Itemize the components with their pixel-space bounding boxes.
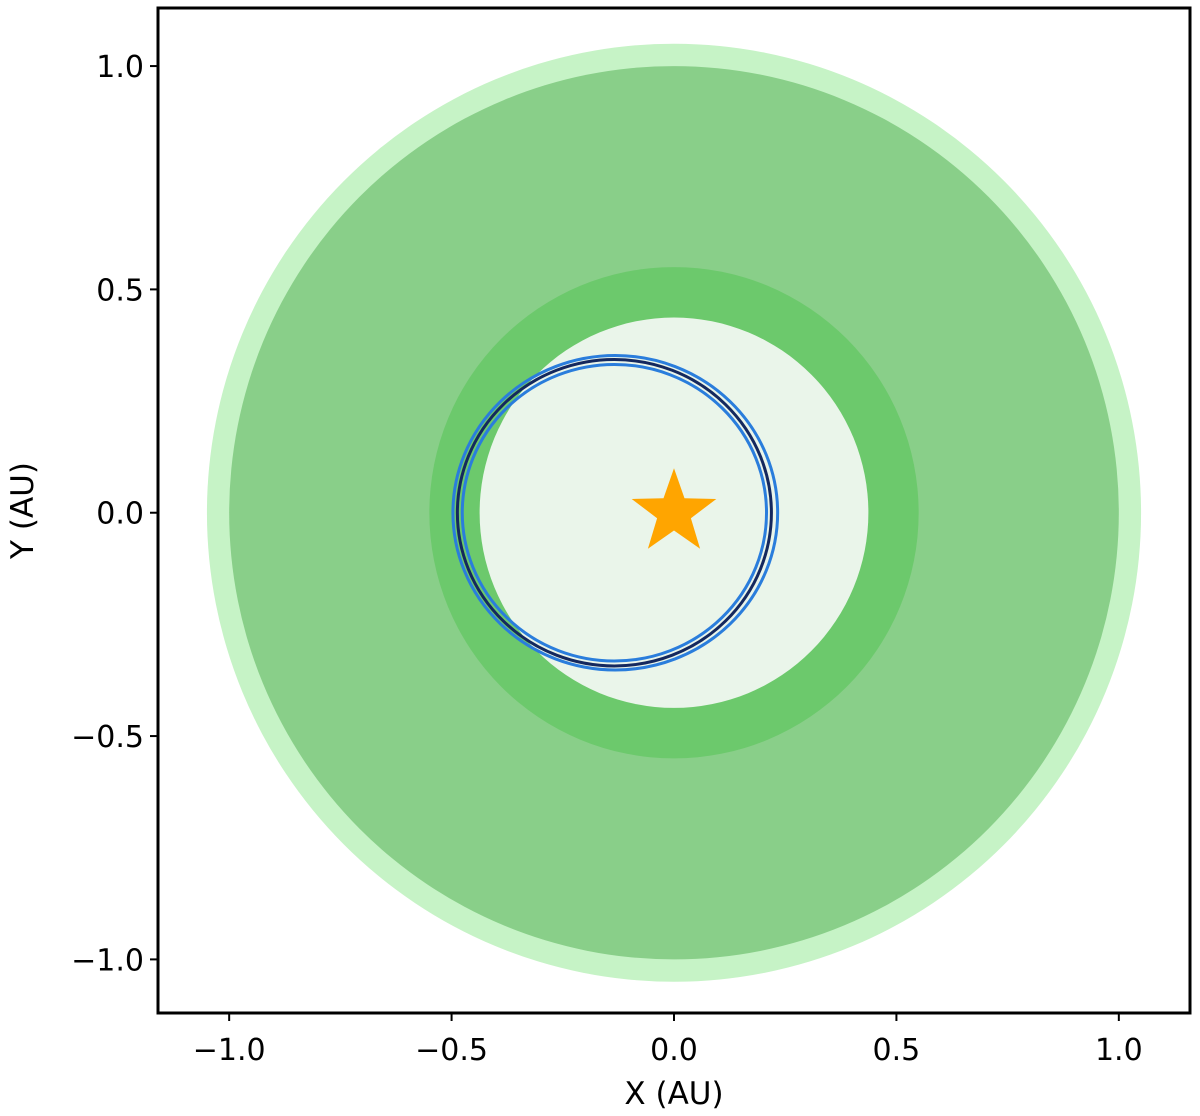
y-tick-label: 1.0	[96, 50, 144, 85]
y-tick-label: 0.0	[96, 497, 144, 532]
y-tick-label: −1.0	[71, 943, 144, 978]
x-axis-label: X (AU)	[624, 1076, 723, 1112]
y-tick-label: 0.5	[96, 273, 144, 308]
x-tick-label: −1.0	[193, 1033, 266, 1068]
y-axis-label: Y (AU)	[5, 462, 41, 560]
orbit-ellipse-2	[460, 362, 769, 663]
orbit-ellipse-0	[451, 354, 780, 672]
x-tick-label: 0.0	[650, 1033, 698, 1068]
planet-orbits	[451, 354, 780, 672]
host-star	[631, 468, 717, 549]
axis-ticks: −1.0 −0.5 0.0 0.5 1.0 −1.0 −0.5 0.0 0.5 1.0	[71, 50, 1143, 1068]
y-tick-label: −0.5	[71, 720, 144, 755]
star-marker	[631, 468, 717, 549]
orbit-ellipse-1	[455, 358, 773, 668]
x-tick-label: 0.5	[873, 1033, 921, 1068]
x-tick-label: −0.5	[415, 1033, 488, 1068]
x-tick-label: 1.0	[1095, 1033, 1143, 1068]
